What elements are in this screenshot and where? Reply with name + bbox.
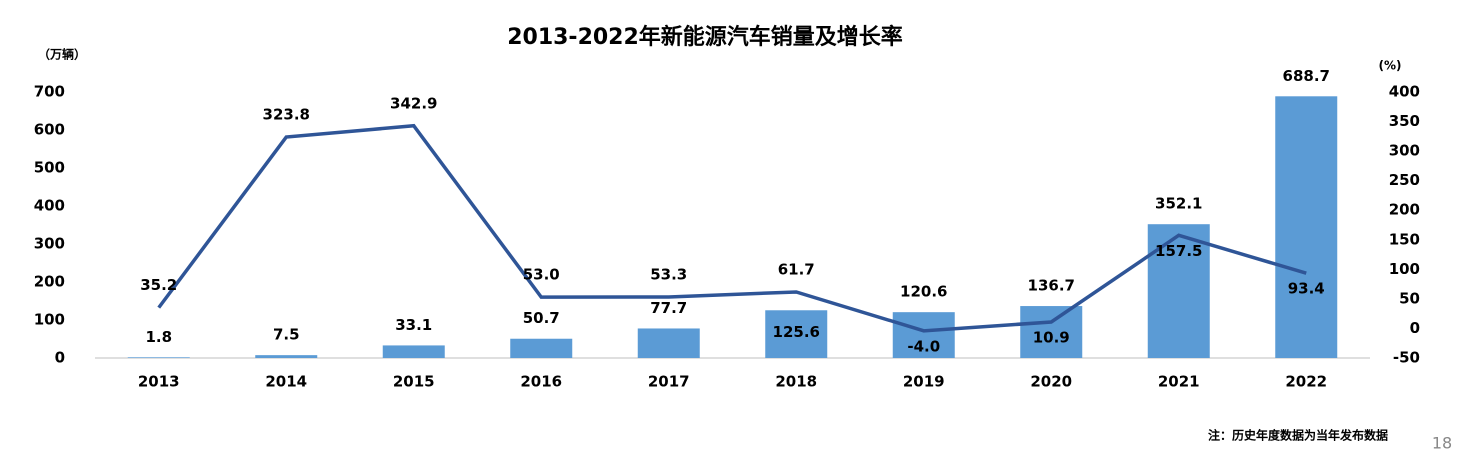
y-tick-label: 200 [34,273,65,291]
bar-value-label: 136.7 [1028,277,1075,295]
bar-value-label: 77.7 [650,299,687,317]
bar-value-label: 352.1 [1155,195,1202,213]
y2-tick-label: 0 [1410,319,1420,337]
page-number: 18 [1432,434,1452,453]
bar-value-label: 120.6 [900,283,947,301]
y2-tick-label: -50 [1393,349,1420,367]
bar [765,310,828,358]
y2-tick-label: 50 [1399,289,1420,307]
x-tick-label: 2018 [775,373,817,391]
bar [510,338,573,358]
line-value-label: 53.3 [650,265,687,283]
bar [382,345,445,358]
bar-value-label: 7.5 [273,326,300,344]
bar-value-label: 50.7 [523,309,560,327]
line-value-label: -4.0 [907,337,940,355]
note: 注：历史年度数据为当年发布数据 [1208,428,1388,443]
y2-tick-label: 250 [1389,171,1420,189]
x-tick-label: 2022 [1285,373,1327,391]
x-tick-label: 2021 [1158,373,1200,391]
line-value-label: 61.7 [778,260,815,278]
x-tick-label: 2016 [520,373,562,391]
x-tick-label: 2020 [1030,373,1072,391]
y2-axis-label: (%) [1379,59,1402,73]
bar-value-label: 688.7 [1283,67,1330,85]
y-tick-label: 0 [55,349,65,367]
y-tick-label: 400 [34,197,65,215]
bar [255,355,318,358]
bar [637,328,700,358]
y-tick-label: 600 [34,121,65,139]
line [157,123,1307,333]
bar-value-label: 125.6 [773,323,820,341]
y2-tick-label: 150 [1389,230,1420,248]
bar [1147,224,1210,358]
bar [1275,96,1338,358]
y-tick-label: 500 [34,159,65,177]
y2-tick-label: 100 [1389,260,1420,278]
bar-value-label: 33.1 [395,316,432,334]
x-tick-label: 2017 [648,373,690,391]
x-tick-label: 2015 [393,373,435,391]
x-tick-label: 2013 [138,373,180,391]
line-value-label: 323.8 [263,106,310,124]
x-tick-label: 2014 [265,373,307,391]
y-tick-label: 100 [34,311,65,329]
bar [892,312,955,358]
line-value-label: 93.4 [1288,280,1325,298]
y2-tick-label: 200 [1389,201,1420,219]
line-value-label: 342.9 [390,94,437,112]
x-tick-label: 2019 [903,373,945,391]
y2-tick-label: 400 [1389,83,1420,101]
bar-value-label: 1.8 [145,328,172,346]
y2-tick-label: 350 [1389,112,1420,130]
y2-tick-label: 300 [1389,142,1420,160]
bar [1020,306,1083,358]
y-axis-label: （万辆） [38,47,86,62]
y-tick-label: 700 [34,83,65,101]
y-tick-label: 300 [34,235,65,253]
chart-title: 2013-2022年新能源汽车销量及增长率 [507,24,903,50]
line-value-label: 53.0 [523,266,560,284]
line-value-label: 157.5 [1155,242,1202,260]
line-value-label: 10.9 [1033,329,1070,347]
line-value-label: 35.2 [140,276,177,294]
bar [127,357,190,358]
